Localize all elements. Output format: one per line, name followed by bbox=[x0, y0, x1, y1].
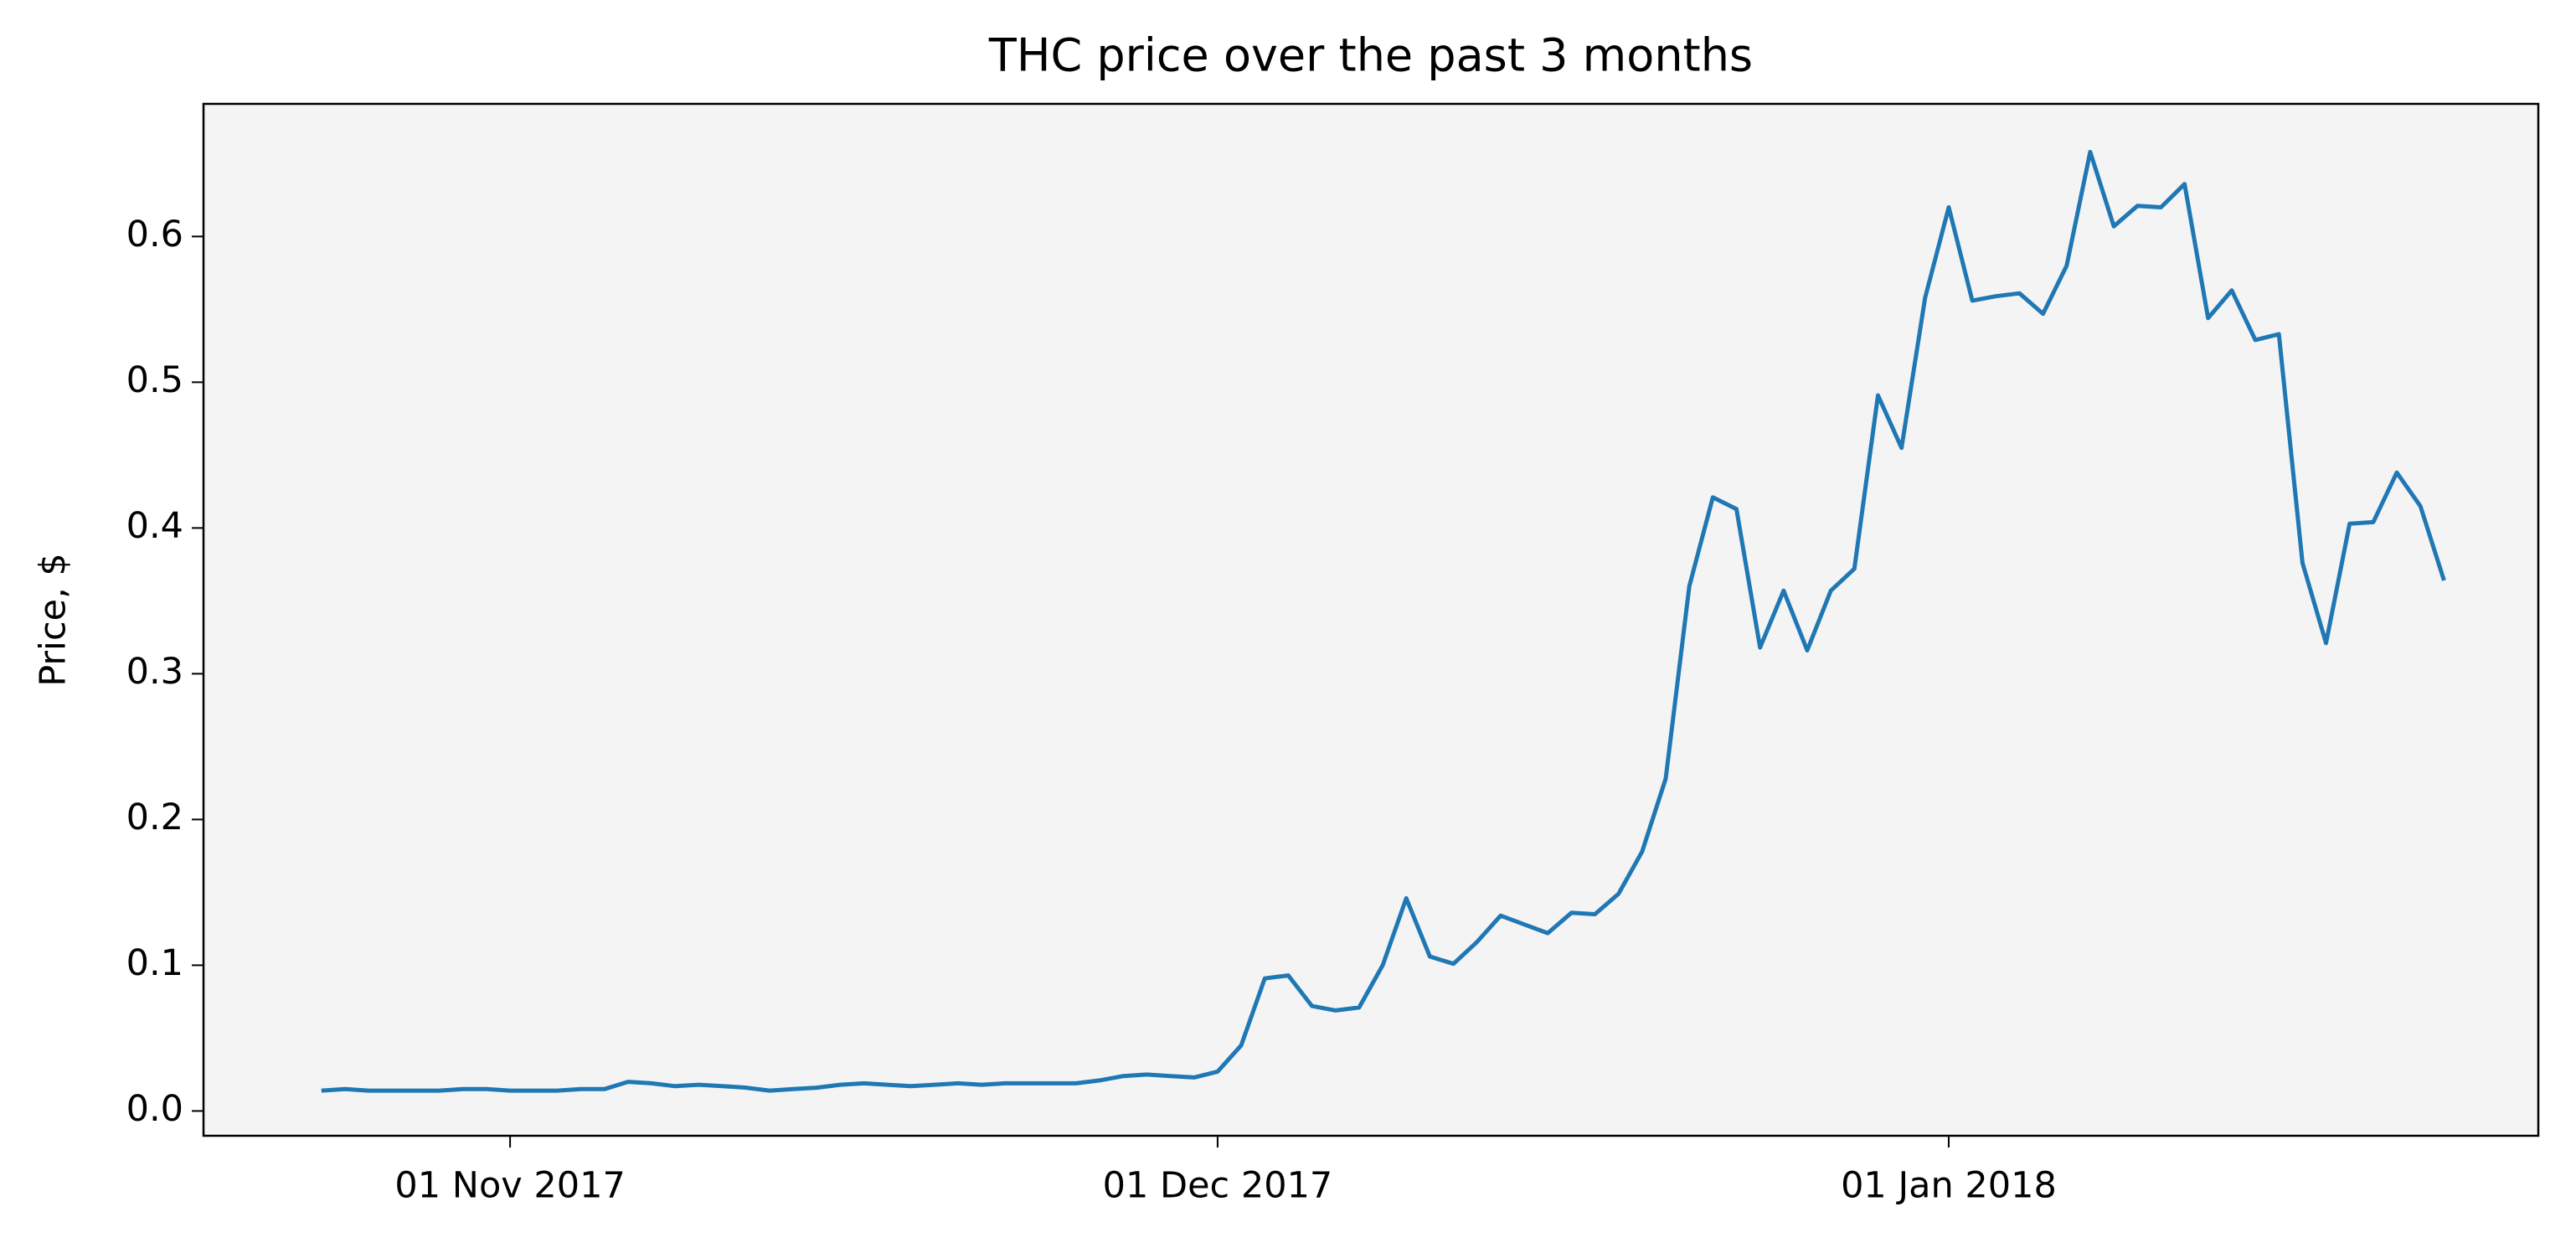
y-tick-label: 0.5 bbox=[126, 359, 183, 401]
y-tick-label: 0.4 bbox=[126, 505, 183, 547]
price-line bbox=[321, 149, 2446, 1093]
x-tick-label: 01 Dec 2017 bbox=[1103, 1165, 1333, 1207]
y-tick-label: 0.0 bbox=[126, 1088, 183, 1130]
y-tick-label: 0.1 bbox=[126, 942, 183, 984]
chart-title: THC price over the past 3 months bbox=[988, 29, 1753, 82]
x-tick-label: 01 Jan 2018 bbox=[1841, 1165, 2057, 1207]
y-tick-label: 0.2 bbox=[126, 797, 183, 838]
y-tick-label: 0.3 bbox=[126, 651, 183, 693]
y-axis-label: Price, $ bbox=[33, 553, 75, 687]
plot-frame bbox=[202, 102, 2540, 1137]
y-tick-label: 0.6 bbox=[126, 214, 183, 255]
x-tick-label: 01 Nov 2017 bbox=[394, 1165, 625, 1207]
plot-area bbox=[204, 104, 2538, 1136]
